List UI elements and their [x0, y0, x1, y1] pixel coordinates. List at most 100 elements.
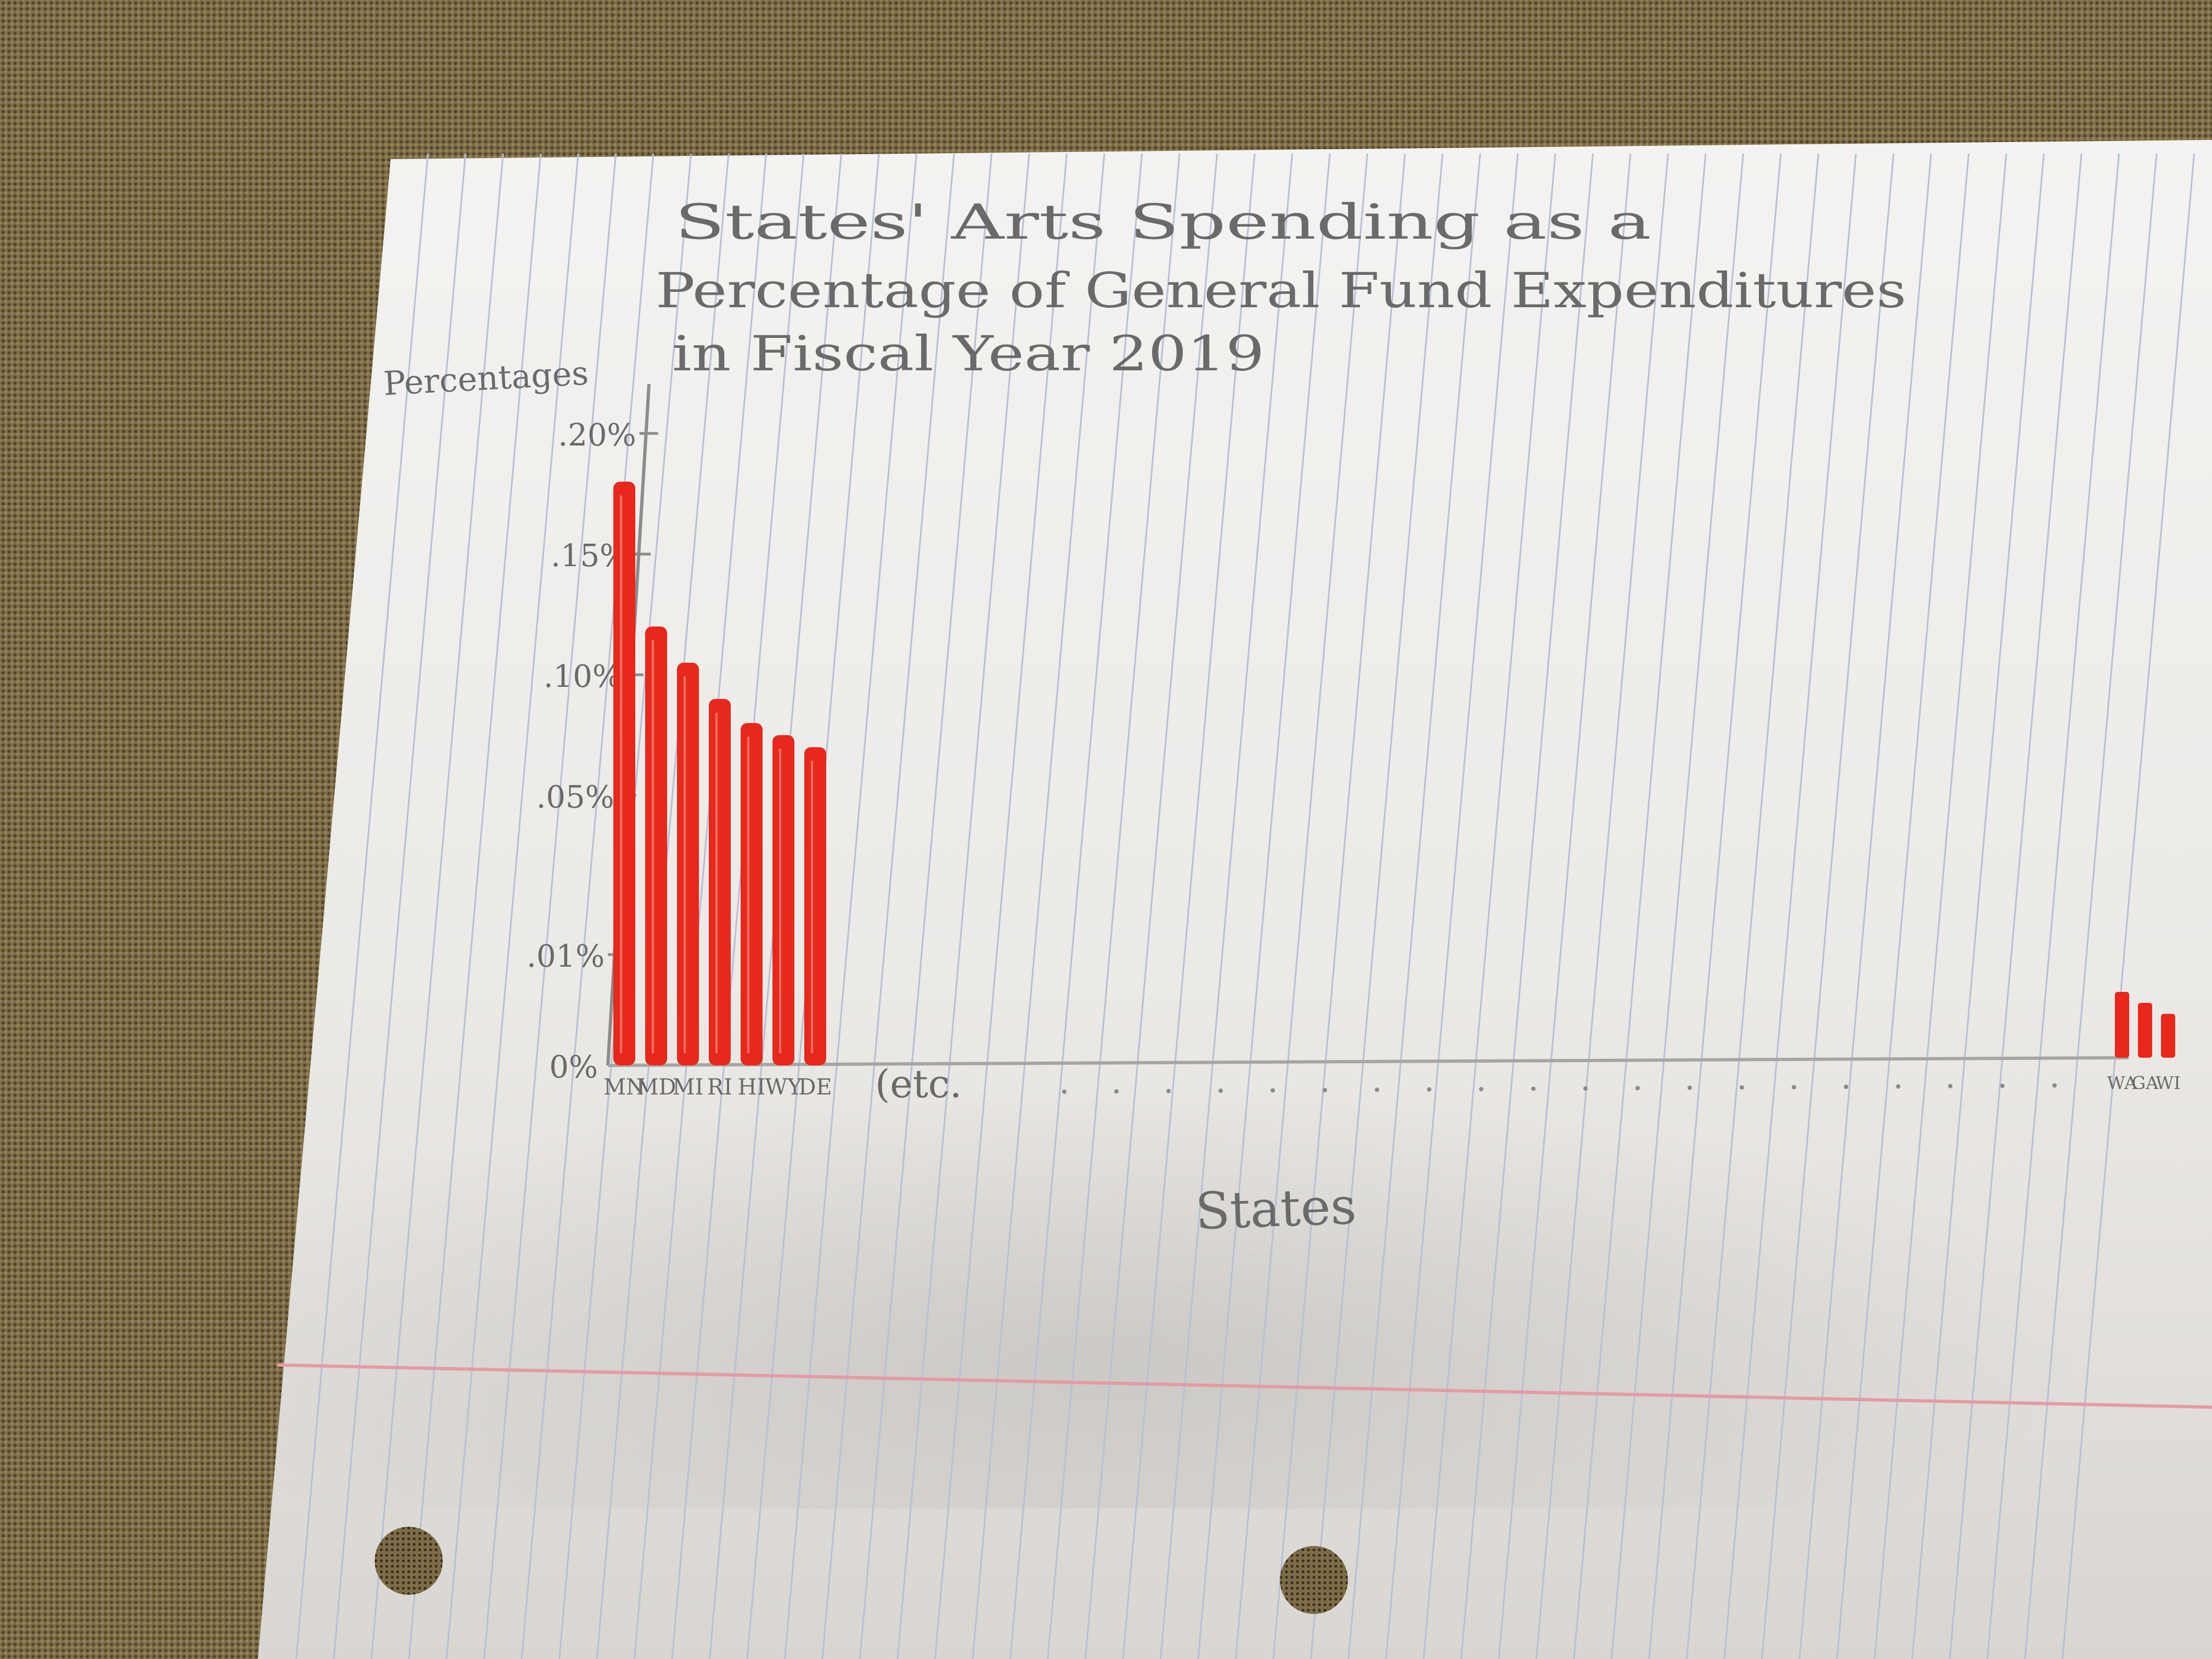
ruled-line — [1085, 153, 1218, 1659]
dot — [1271, 1088, 1275, 1093]
ruled-line — [821, 153, 955, 1659]
ruled-line — [2062, 153, 2195, 1659]
x-tick-label: WY — [765, 1075, 802, 1100]
y-tick-label: 0% — [549, 1049, 598, 1085]
x-tick-label: MI — [673, 1075, 704, 1100]
punch-hole — [375, 1527, 443, 1595]
tail-bars — [2115, 992, 2175, 1058]
ruled-line — [896, 153, 1030, 1659]
ruled-line — [859, 153, 992, 1659]
dot — [1218, 1088, 1223, 1093]
ruled-line — [1347, 153, 1481, 1659]
ruled-line — [445, 153, 579, 1659]
y-tick-label: .05% — [536, 780, 614, 815]
x-tick-label: DE — [798, 1075, 832, 1100]
ruled-line — [1987, 153, 2120, 1659]
title-line-1: States' Arts Spending as a — [675, 194, 1651, 250]
ruled-line — [1798, 153, 1932, 1659]
ruled-line — [1122, 153, 1256, 1659]
x-axis-label: States — [1194, 1177, 1357, 1241]
dot — [1688, 1085, 1692, 1090]
ruled-line — [370, 153, 504, 1659]
ruled-line — [1648, 153, 1782, 1659]
title-line-2: Percentage of General Fund Expenditures — [656, 262, 1906, 319]
bar — [613, 482, 635, 1065]
tail-bar — [2161, 1014, 2175, 1058]
ruled-line — [784, 153, 917, 1659]
y-tick-label: .10% — [544, 659, 622, 695]
ruled-lines — [295, 153, 2195, 1659]
tail-bar — [2115, 992, 2129, 1058]
ruled-line — [1874, 153, 2007, 1659]
ruled-line — [295, 153, 429, 1659]
bars — [613, 482, 826, 1065]
ruled-line — [1536, 153, 1669, 1659]
ruled-line — [1836, 153, 1970, 1659]
x-tick-label: HI — [738, 1075, 766, 1100]
ruled-line — [1272, 153, 1406, 1659]
continuation-label: (etc. — [875, 1062, 962, 1107]
dot — [1114, 1089, 1119, 1094]
tail-label: GA — [2132, 1073, 2159, 1093]
dot — [2052, 1083, 2057, 1088]
x-tick-label: MN — [603, 1075, 645, 1100]
ruled-line — [1573, 153, 1707, 1659]
ruled-line — [521, 153, 654, 1659]
bar — [741, 723, 763, 1065]
ruled-line — [333, 153, 466, 1659]
chart-title: States' Arts Spending as a Percentage of… — [656, 194, 1906, 382]
x-tick-label: RI — [707, 1075, 732, 1100]
ruled-line — [1949, 153, 2083, 1659]
ruled-line — [2024, 153, 2158, 1659]
dot — [1792, 1085, 1796, 1090]
ruled-line — [1009, 153, 1143, 1659]
ruled-line — [1686, 153, 1819, 1659]
ruled-line — [1310, 153, 1443, 1659]
dot — [1531, 1086, 1536, 1091]
y-ticks: 0%.01%.05%.10%.15%.20% — [527, 417, 658, 1085]
bar — [804, 747, 826, 1065]
dot — [1062, 1090, 1066, 1094]
ruled-line — [934, 153, 1068, 1659]
y-tick-label: .20% — [558, 417, 636, 453]
punch-hole — [1280, 1546, 1348, 1614]
dot — [1635, 1086, 1640, 1091]
ruled-line — [1235, 153, 1368, 1659]
dot — [1740, 1085, 1744, 1090]
tail-label: WI — [2155, 1073, 2181, 1093]
ruled-line — [1197, 153, 1331, 1659]
bar — [645, 627, 667, 1065]
ruled-line — [1723, 153, 1857, 1659]
tail-label: WA — [2107, 1073, 2137, 1093]
ruled-line — [671, 153, 805, 1659]
bar — [709, 699, 731, 1065]
ruled-line — [408, 153, 541, 1659]
bar — [772, 735, 794, 1065]
x-axis — [607, 1056, 2129, 1067]
dot — [1844, 1085, 1848, 1089]
ruled-line — [1498, 153, 1632, 1659]
ruled-line — [1460, 153, 1594, 1659]
dot — [1375, 1087, 1379, 1092]
bar — [677, 663, 699, 1065]
dot — [1583, 1086, 1588, 1091]
y-tick-label: .01% — [527, 939, 605, 974]
ruled-line — [634, 153, 767, 1659]
dot — [1323, 1088, 1327, 1092]
dot — [1896, 1084, 1900, 1089]
dot — [1166, 1088, 1171, 1093]
dot — [1427, 1087, 1431, 1092]
ruled-line — [1761, 153, 1894, 1659]
tail-bar — [2138, 1003, 2152, 1058]
ruled-line — [1611, 153, 1744, 1659]
ruled-line — [1911, 153, 2045, 1659]
ruled-line — [1385, 153, 1519, 1659]
ruled-line — [972, 153, 1105, 1659]
margin-line — [276, 1363, 2212, 1409]
title-line-3: in Fiscal Year 2019 — [672, 325, 1265, 382]
ruled-line — [483, 153, 617, 1659]
ruled-line — [1423, 153, 1556, 1659]
